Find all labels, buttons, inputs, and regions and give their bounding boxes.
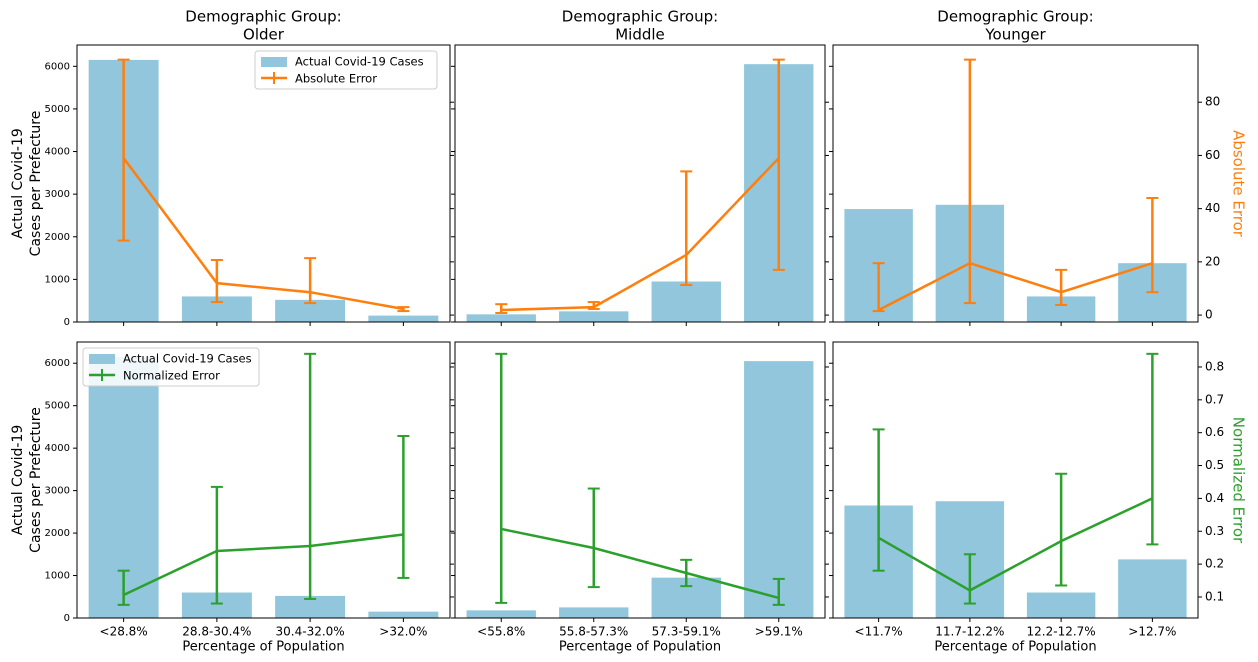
- y-tick-label: 4000: [45, 147, 70, 158]
- x-tick-label: >59.1%: [755, 625, 803, 639]
- legend-box: [82, 347, 260, 387]
- y2-tick-label: 0: [1205, 308, 1213, 322]
- panel-frame: [454, 341, 826, 619]
- bar: [744, 361, 814, 618]
- legend-box: [254, 50, 438, 90]
- y2-tick-label: 0.4: [1205, 491, 1224, 505]
- panel-title: Demographic Group:: [185, 8, 341, 26]
- error-line: [122, 157, 404, 311]
- x-tick-label: 11.7-12.2%: [935, 625, 1004, 639]
- y2-tick-label: 0.6: [1205, 425, 1224, 439]
- bar: [559, 607, 629, 618]
- y-tick-label: 6000: [45, 61, 70, 72]
- panel-title: Older: [243, 26, 285, 44]
- y-tick-label: 1000: [45, 274, 70, 285]
- y-tick-label: 2000: [45, 528, 70, 539]
- bar: [1118, 559, 1187, 618]
- panel-title: Demographic Group:: [937, 8, 1093, 26]
- x-tick-label: 28.8-30.4%: [182, 625, 251, 639]
- y-tick-label: 0: [64, 613, 70, 624]
- y-axis-label: Cases per Prefecture: [28, 407, 44, 553]
- error-line: [878, 497, 1153, 592]
- error-line: [501, 157, 780, 312]
- y2-tick-label: 0.3: [1205, 524, 1224, 538]
- x-tick-label: <11.7%: [855, 625, 903, 639]
- panel-frame: [832, 341, 1199, 619]
- y-tick-label: 3000: [45, 189, 70, 200]
- y-tick-label: 4000: [45, 443, 70, 454]
- panel-title: Younger: [984, 26, 1046, 44]
- panel-frame: [76, 44, 451, 323]
- y2-tick-label: 0.1: [1205, 589, 1224, 603]
- y-tick-label: 6000: [45, 358, 70, 369]
- x-axis-label: Percentage of Population: [934, 640, 1096, 655]
- y-axis-label: Actual Covid-19: [10, 128, 26, 239]
- bar: [1026, 592, 1096, 618]
- y2-tick-label: 80: [1205, 95, 1220, 109]
- x-axis-label: Percentage of Population: [182, 640, 344, 655]
- y2-tick-label: 20: [1205, 254, 1220, 268]
- y2-tick-label: 40: [1205, 201, 1220, 215]
- y-axis-label: Cases per Prefecture: [28, 111, 44, 257]
- bar: [275, 595, 346, 618]
- x-axis-label: Percentage of Population: [559, 640, 721, 655]
- x-tick-label: 30.4-32.0%: [276, 625, 345, 639]
- panel-frame: [454, 44, 826, 323]
- bar: [275, 299, 346, 322]
- bar: [466, 314, 536, 322]
- error-line: [123, 533, 404, 597]
- y-tick-label: 2000: [45, 232, 70, 243]
- bar: [559, 311, 629, 322]
- x-tick-label: 12.2-12.7%: [1027, 625, 1096, 639]
- y-axis-label: Actual Covid-19: [10, 425, 26, 536]
- bar: [368, 315, 439, 322]
- y2-tick-label: 0.2: [1205, 557, 1224, 571]
- x-tick-label: 55.8-57.3%: [559, 625, 628, 639]
- y2-tick-label: 0.8: [1205, 359, 1224, 373]
- y-tick-label: 5000: [45, 104, 70, 115]
- bar: [651, 281, 721, 322]
- error-line: [500, 527, 780, 600]
- y-tick-label: 3000: [45, 486, 70, 497]
- panel-title: Demographic Group:: [562, 8, 718, 26]
- x-tick-label: >12.7%: [1128, 625, 1176, 639]
- panel-frame: [76, 341, 451, 619]
- panel-frame: [832, 44, 1199, 323]
- x-tick-label: <55.8%: [477, 625, 525, 639]
- bar: [368, 611, 439, 618]
- legend-label: Absolute Error: [295, 72, 377, 86]
- y2-axis-label: Absolute Error: [1230, 130, 1248, 238]
- legend-label: Actual Covid-19 Cases: [123, 352, 252, 366]
- y2-tick-label: 60: [1205, 148, 1220, 162]
- legend-label: Actual Covid-19 Cases: [295, 55, 424, 69]
- bar: [466, 610, 536, 618]
- y-tick-label: 0: [64, 317, 70, 328]
- legend-swatch: [261, 57, 287, 67]
- y-tick-label: 5000: [45, 401, 70, 412]
- legend-swatch: [89, 354, 115, 364]
- y-tick-label: 1000: [45, 571, 70, 582]
- x-tick-label: >32.0%: [379, 625, 427, 639]
- panel-title: Middle: [615, 26, 665, 44]
- y2-tick-label: 0.5: [1205, 458, 1224, 472]
- x-tick-label: 57.3-59.1%: [652, 625, 721, 639]
- legend-label: Normalized Error: [123, 369, 220, 383]
- y2-axis-label: Normalized Error: [1230, 417, 1248, 544]
- y2-tick-label: 0.7: [1205, 392, 1224, 406]
- error-line: [878, 261, 1153, 312]
- x-tick-label: <28.8%: [100, 625, 148, 639]
